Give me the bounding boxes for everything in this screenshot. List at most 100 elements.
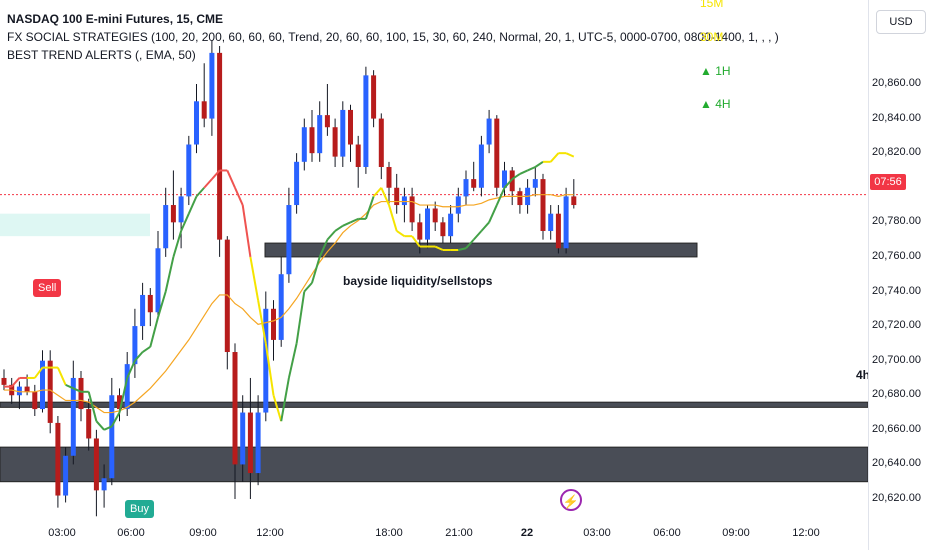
candle-body bbox=[278, 274, 284, 340]
time-tick: 12:00 bbox=[256, 527, 284, 539]
candle-body bbox=[178, 196, 184, 223]
time-tick: 03:00 bbox=[48, 527, 76, 539]
candle-body bbox=[209, 52, 215, 119]
candle-body bbox=[78, 377, 84, 410]
trail-segment bbox=[110, 412, 121, 427]
trail-segment bbox=[318, 239, 329, 258]
sell-signal: Sell bbox=[33, 279, 62, 297]
time-tick: 18:00 bbox=[375, 527, 403, 539]
price-tick: 20,720.00 bbox=[872, 319, 921, 332]
trail-segment bbox=[149, 317, 159, 348]
trail-segment bbox=[480, 221, 490, 232]
trail-segment bbox=[126, 360, 136, 379]
candle-body bbox=[509, 170, 515, 192]
candle-body bbox=[348, 109, 353, 145]
legend-indicator-fx[interactable]: FX SOCIAL STRATEGIES (100, 20, 200, 60, … bbox=[7, 30, 779, 44]
trail-segment bbox=[549, 152, 560, 163]
candle-body bbox=[386, 167, 392, 188]
candle-body bbox=[340, 109, 346, 157]
candle-body bbox=[63, 455, 69, 496]
timeframe-15m: 15M bbox=[700, 0, 724, 10]
time-tick: 12:00 bbox=[792, 527, 820, 539]
candle-body bbox=[425, 208, 430, 240]
candle-body bbox=[301, 127, 307, 162]
current-price-tag: 07:56 bbox=[870, 174, 906, 190]
ema-line bbox=[4, 194, 574, 414]
trail-segment bbox=[172, 230, 183, 258]
trail-segment bbox=[134, 351, 144, 362]
candle-body bbox=[401, 196, 407, 206]
candle-body bbox=[324, 115, 330, 128]
candle-body bbox=[247, 412, 253, 474]
trail-segment bbox=[380, 187, 390, 206]
candle-body bbox=[255, 412, 261, 474]
trail-segment bbox=[303, 282, 313, 293]
candle-body bbox=[517, 191, 523, 206]
candle-body bbox=[101, 478, 107, 491]
candle-body bbox=[32, 391, 38, 410]
trail-segment bbox=[142, 346, 151, 353]
candle-body bbox=[132, 326, 138, 365]
buy-signal: Buy bbox=[125, 500, 154, 518]
price-tick: 20,700.00 bbox=[872, 353, 921, 366]
trail-segment bbox=[295, 291, 306, 344]
trail-segment bbox=[103, 425, 113, 431]
candle-body bbox=[494, 118, 500, 188]
price-tick: 20,620.00 bbox=[872, 492, 921, 504]
trail-segment bbox=[311, 256, 321, 284]
trail-segment bbox=[249, 256, 260, 301]
time-tick: 06:00 bbox=[653, 527, 681, 539]
timeframe-30m: 30M bbox=[700, 30, 724, 44]
legend-indicator-trend[interactable]: BEST TREND ALERTS (, EMA, 50) bbox=[7, 48, 196, 62]
price-tick: 20,760.00 bbox=[872, 249, 921, 262]
indicator-lines bbox=[4, 152, 575, 431]
trail-segment bbox=[164, 256, 175, 292]
candle-body bbox=[355, 144, 361, 167]
candle-body bbox=[217, 52, 223, 240]
trail-segment bbox=[10, 377, 21, 388]
candle-body bbox=[263, 308, 269, 413]
price-tick: 20,640.00 bbox=[872, 457, 921, 470]
trail-segment bbox=[350, 217, 359, 224]
candle-body bbox=[571, 196, 577, 206]
trail-segment bbox=[434, 245, 444, 251]
candle-body bbox=[555, 213, 561, 249]
trail-segment bbox=[372, 187, 383, 198]
trail-segment bbox=[511, 173, 521, 180]
trail-segment bbox=[72, 387, 82, 393]
zone-box bbox=[0, 446, 869, 483]
trail-segment bbox=[280, 377, 290, 422]
currency-button[interactable]: USD bbox=[876, 10, 926, 34]
candle-body bbox=[1, 377, 7, 385]
trail-segment bbox=[87, 391, 98, 422]
candle-body bbox=[70, 377, 76, 456]
trail-segment bbox=[472, 230, 483, 241]
time-tick: 09:00 bbox=[722, 527, 750, 539]
liquidity-annotation[interactable]: bayside liquidity/sellstops bbox=[343, 274, 493, 288]
candle-body bbox=[201, 101, 207, 119]
candle-body bbox=[532, 179, 538, 188]
trail-segment bbox=[364, 196, 375, 220]
time-tick: 21:00 bbox=[445, 527, 473, 539]
candle-body bbox=[140, 294, 146, 327]
trail-segment bbox=[203, 178, 213, 189]
candle-body bbox=[540, 179, 546, 231]
candle-body bbox=[563, 196, 569, 249]
candle-body bbox=[117, 395, 122, 410]
trail-segment bbox=[234, 187, 244, 206]
candle-body bbox=[409, 196, 415, 223]
trail-segment bbox=[287, 343, 298, 379]
legend-symbol[interactable]: NASDAQ 100 E-mini Futures, 15, CME bbox=[7, 12, 224, 26]
price-tick: 20,740.00 bbox=[872, 284, 921, 297]
candle-body bbox=[55, 422, 61, 496]
time-tick: 03:00 bbox=[583, 527, 611, 539]
trail-segment bbox=[95, 420, 105, 431]
candle-body bbox=[163, 205, 169, 249]
bolt-icon[interactable]: ⚡ bbox=[560, 489, 582, 511]
price-axis[interactable] bbox=[868, 0, 932, 550]
chart-legend: NASDAQ 100 E-mini Futures, 15, CME FX SO… bbox=[7, 10, 779, 64]
candle-body bbox=[471, 179, 477, 188]
trail-segment bbox=[388, 204, 398, 232]
candle-body bbox=[332, 127, 338, 157]
